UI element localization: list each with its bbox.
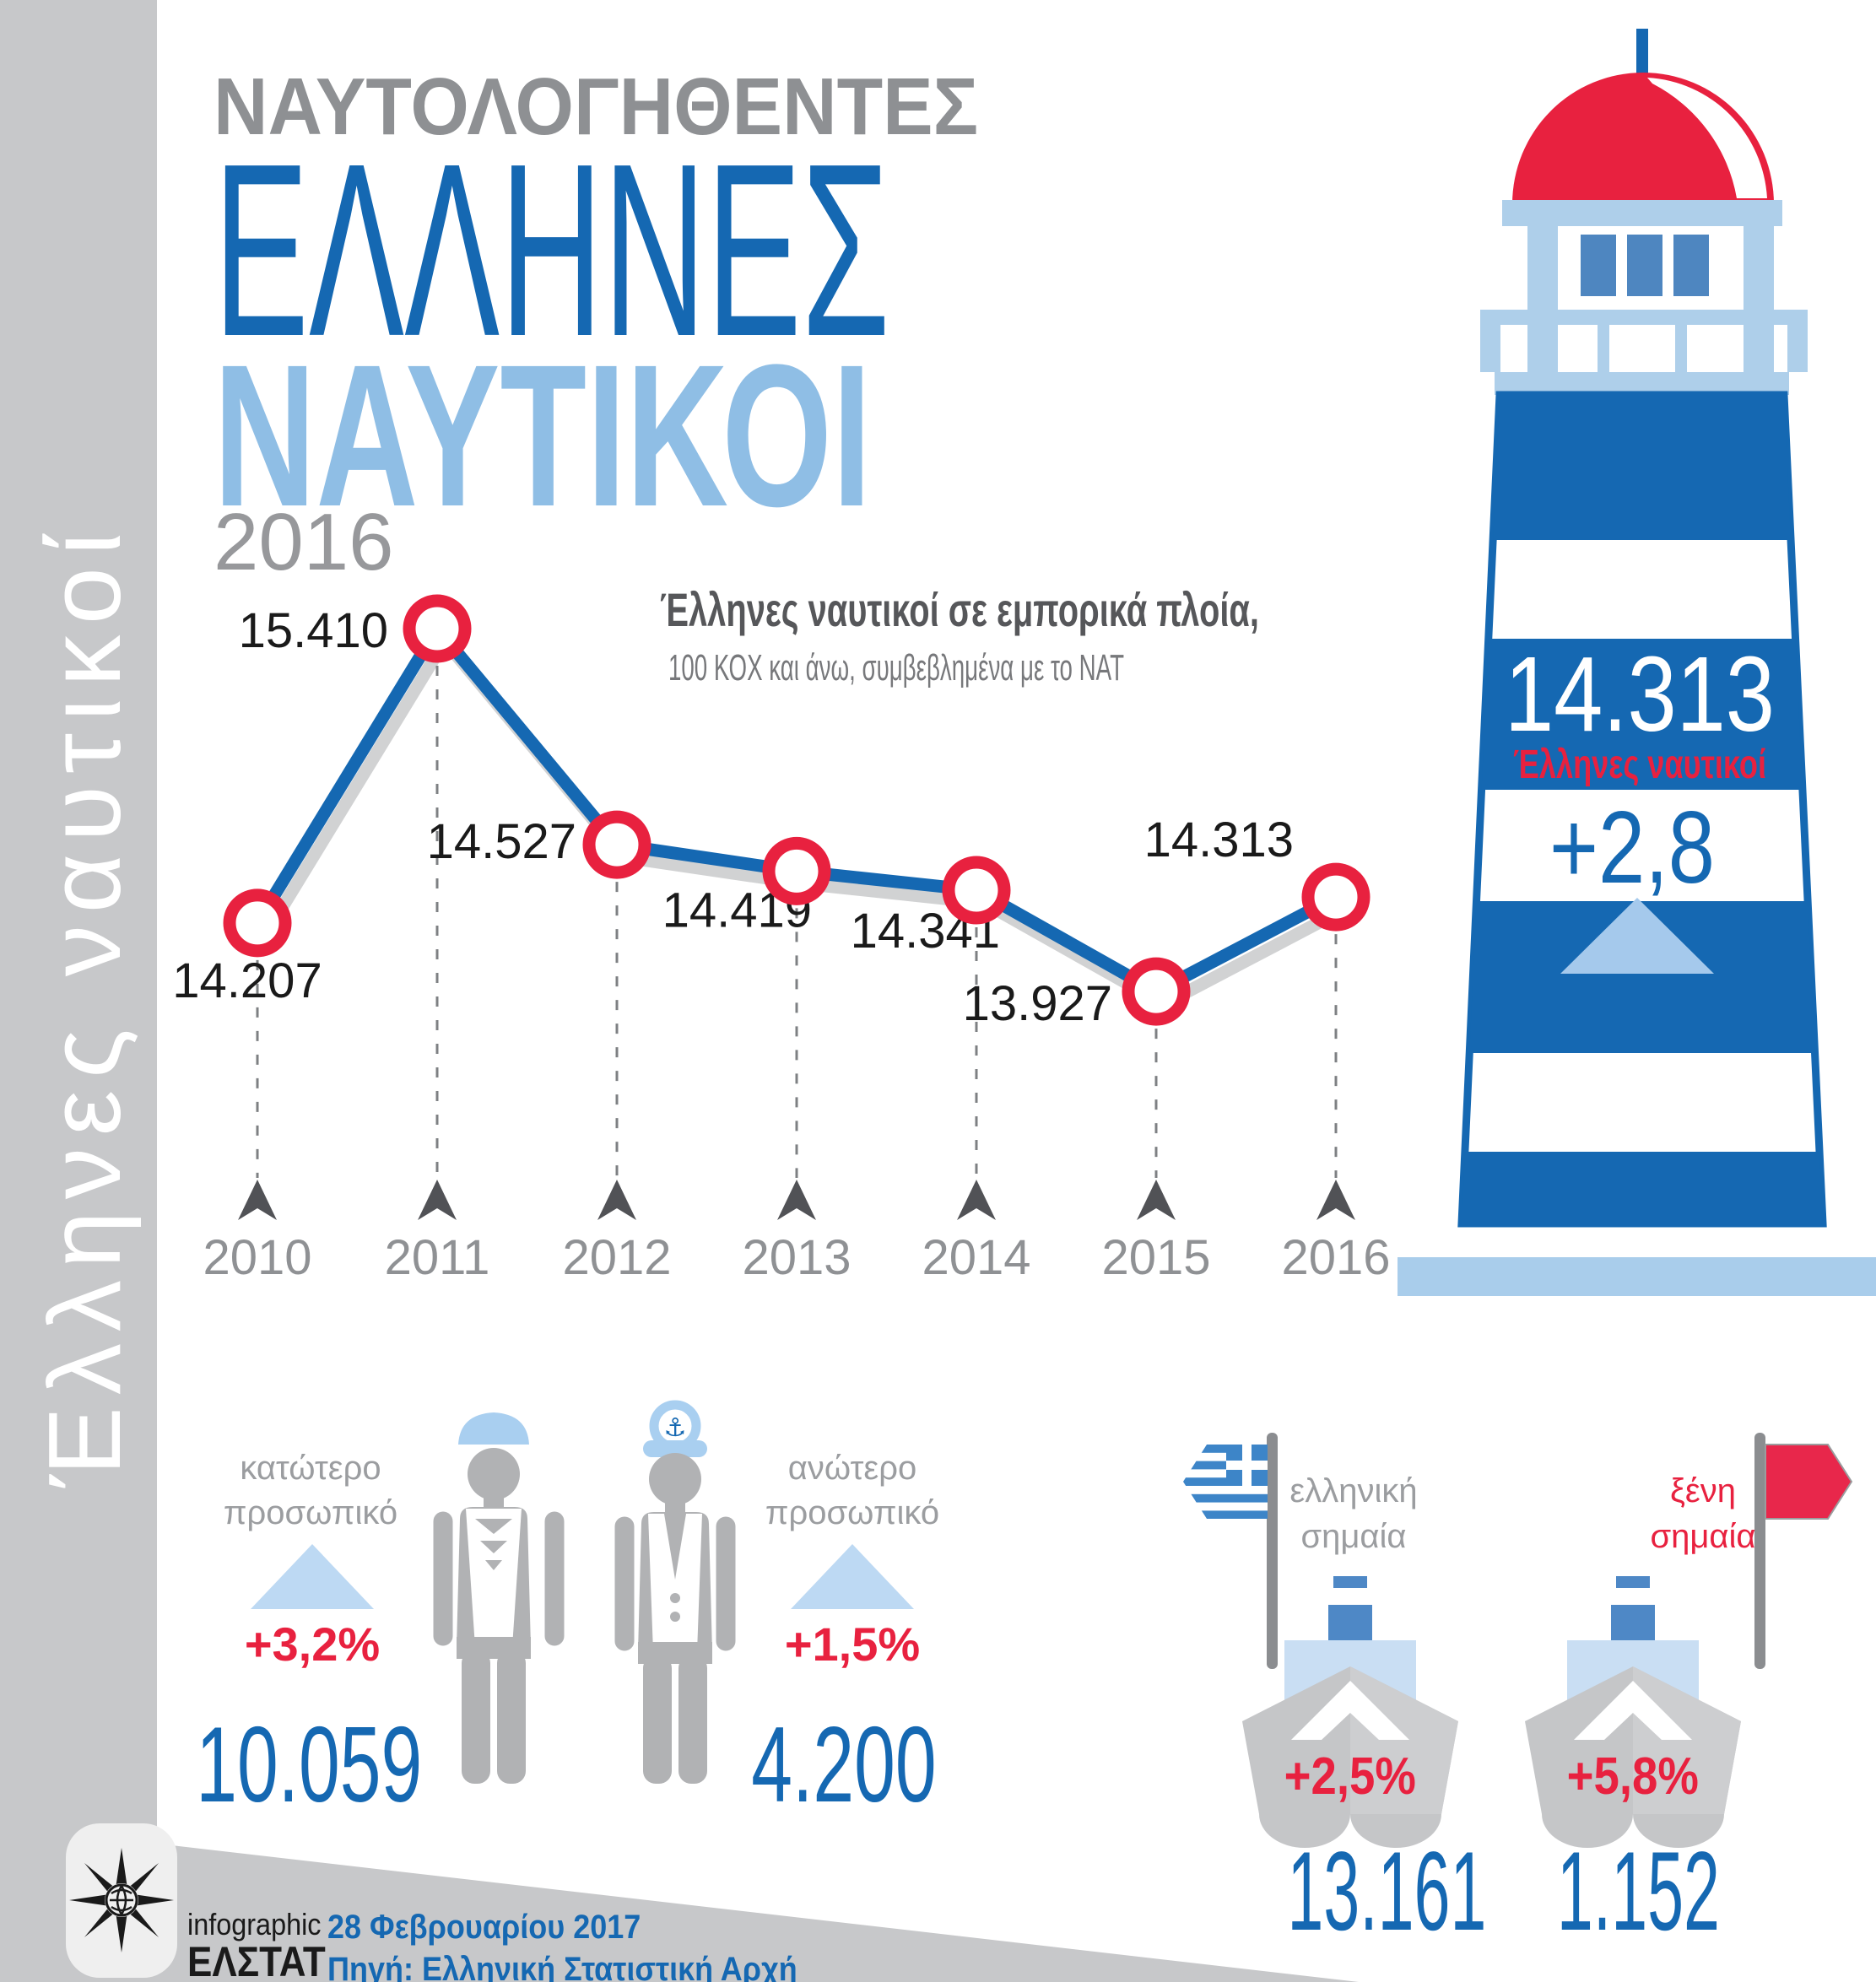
chart-year-label-2016: 2016 xyxy=(1281,1230,1390,1285)
lighthouse-up-triangle-icon xyxy=(1560,898,1714,974)
lighthouse-dome-highlight xyxy=(1647,78,1767,198)
chart-point-2016 xyxy=(1301,862,1371,932)
chart-value-label-2011: 15.410 xyxy=(239,603,388,658)
chart-axis-marker xyxy=(957,1180,996,1220)
chart-value-label-2014: 14.341 xyxy=(851,904,1000,959)
footer-brand-line2: ΕΛΣΤΑΤ xyxy=(187,1938,326,1982)
page-title: ΕΛΛΗΝΕΣ xyxy=(214,112,890,387)
lighthouse-antenna xyxy=(1636,29,1648,83)
chart-axis-marker xyxy=(777,1180,816,1220)
compass-rose-icon xyxy=(69,1848,174,1952)
footer-brand-line1: infographic xyxy=(187,1907,322,1941)
chart-subtitle: 100 ΚΟΧ και άνω, συμβεβλημένα με το ΝΑΤ xyxy=(668,647,1124,689)
seafarers-trend-chart: Έλληνες ναυτικοί σε εμπορικά πλοία, 100 … xyxy=(172,583,1390,1285)
greek-fleet-value: 13.161 xyxy=(1287,1829,1487,1954)
up-arrow-icon xyxy=(1291,1681,1409,1740)
lower-personnel-label: κατώτερο προσωπικό xyxy=(223,1450,398,1531)
chart-value-label-2010: 14.207 xyxy=(172,953,322,1008)
chart-year-label-2014: 2014 xyxy=(922,1230,1030,1285)
chart-year-label-2015: 2015 xyxy=(1101,1230,1210,1285)
chart-line-shadow xyxy=(259,635,1347,1011)
chart-axis-marker xyxy=(597,1180,636,1220)
elstat-logo xyxy=(66,1823,177,1978)
chart-title: Έλληνες ναυτικοί σε εμπορικά πλοία, xyxy=(660,583,1259,636)
greek-flag-icon xyxy=(1183,1445,1268,1519)
chart-year-label-2010: 2010 xyxy=(203,1230,311,1285)
chart-value-label-2016: 14.313 xyxy=(1144,813,1294,867)
foreign-fleet-change: +5,8% xyxy=(1566,1747,1700,1806)
chart-axis-marker xyxy=(418,1180,457,1220)
chart-line xyxy=(251,622,1339,998)
upper-personnel-change: +1,5% xyxy=(784,1617,921,1671)
lighthouse-icon: 14.313 Έλληνες ναυτικοί +2,8 xyxy=(1398,29,1876,1296)
chart-year-label-2011: 2011 xyxy=(385,1230,490,1285)
sailor-cap-icon xyxy=(458,1412,529,1445)
footer-date: 28 Φεβρουαρίου 2017 xyxy=(327,1909,641,1946)
chart-point-2010 xyxy=(223,888,292,958)
lighthouse-windows xyxy=(1581,235,1709,296)
foreign-flag-label: ξένη σημαία xyxy=(1650,1472,1756,1555)
greek-flag-label: ελληνική σημαία xyxy=(1289,1472,1418,1555)
upper-personnel-label: ανώτερο προσωπικό xyxy=(765,1450,940,1531)
lighthouse-ground-bar xyxy=(1398,1257,1876,1296)
chart-point-2012 xyxy=(582,810,651,879)
upper-personnel-value: 4.200 xyxy=(751,1704,937,1824)
lower-personnel-value: 10.059 xyxy=(195,1704,423,1824)
header-year-label: 2016 xyxy=(214,497,394,587)
lighthouse-tower xyxy=(1457,391,1827,1228)
sidebar-vertical-label: Έλληνες ναυτικοί xyxy=(27,521,142,1488)
lighthouse-stripes xyxy=(1462,395,1823,1223)
chart-point-2011 xyxy=(403,594,472,663)
header-kicker: ΝΑΥΤΟΛΟΓΗΘΕΝΤΕΣ xyxy=(214,62,979,152)
chart-axis-marker xyxy=(238,1180,277,1220)
chart-year-label-2013: 2013 xyxy=(742,1230,851,1285)
lighthouse-total-label: Έλληνες ναυτικοί xyxy=(1513,743,1766,787)
footer-source: Πηγή: Ελληνική Στατιστική Αρχή xyxy=(327,1951,797,1982)
lower-personnel-change: +3,2% xyxy=(244,1617,381,1671)
upper-up-triangle-icon xyxy=(791,1544,914,1609)
chart-value-label-2015: 13.927 xyxy=(963,976,1112,1031)
lighthouse-total-value: 14.313 xyxy=(1505,635,1775,753)
chart-year-label-2012: 2012 xyxy=(562,1230,671,1285)
up-arrow-icon xyxy=(1574,1681,1692,1740)
officer-cap-icon xyxy=(649,1400,701,1452)
lighthouse-change-value: +2,8 xyxy=(1549,790,1715,905)
anchor-icon: ⚓ xyxy=(664,1414,687,1442)
chart-value-label-2013: 14.419 xyxy=(662,883,812,937)
lighthouse-gallery xyxy=(1480,200,1808,395)
sidebar-band xyxy=(0,0,157,1982)
greek-fleet-change: +2,5% xyxy=(1284,1747,1417,1806)
chart-point-2015 xyxy=(1122,957,1191,1026)
chart-axis-marker xyxy=(1137,1180,1176,1220)
chart-point-2013 xyxy=(762,836,831,905)
chart-point-2014 xyxy=(942,856,1011,925)
chart-value-label-2012: 14.527 xyxy=(427,814,576,869)
page-subtitle: ΝΑΥΤΙΚΟΙ xyxy=(214,322,872,548)
chart-axis-marker xyxy=(1316,1180,1355,1220)
foreign-fleet-value: 1.152 xyxy=(1556,1829,1720,1954)
lower-up-triangle-icon xyxy=(251,1544,374,1609)
lighthouse-dome xyxy=(1512,73,1774,204)
